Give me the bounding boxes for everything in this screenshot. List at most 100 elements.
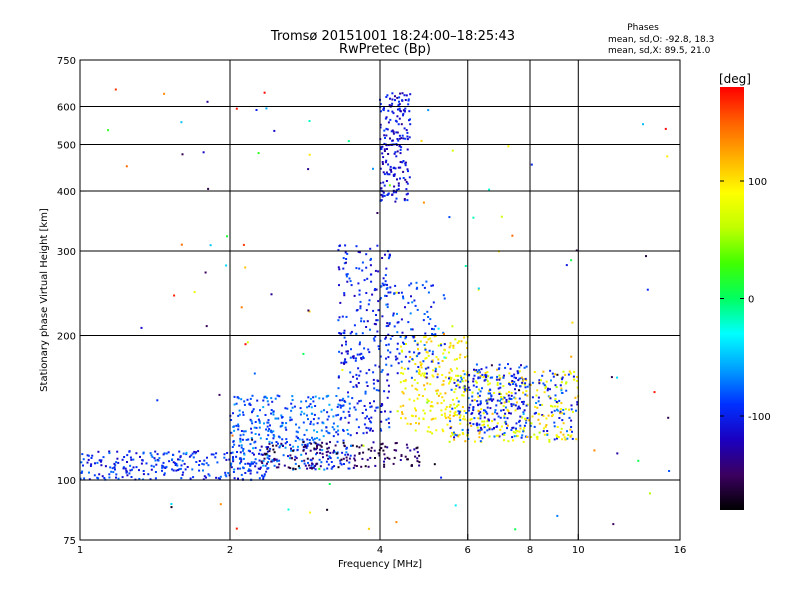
data-point (453, 358, 456, 361)
data-point (521, 401, 524, 403)
data-point (370, 449, 373, 452)
data-point (272, 413, 275, 416)
data-point (376, 244, 379, 247)
data-point (459, 374, 462, 377)
data-point (278, 446, 281, 449)
data-point (250, 431, 253, 434)
data-point (398, 137, 401, 140)
data-point (450, 376, 453, 379)
data-point (408, 350, 411, 353)
data-point (477, 287, 480, 290)
data-point (444, 408, 447, 411)
data-point (430, 360, 433, 363)
data-point (543, 384, 546, 387)
data-point (386, 128, 389, 131)
data-point (387, 291, 390, 294)
data-point (365, 266, 368, 269)
data-point (388, 255, 391, 258)
data-point (377, 389, 380, 392)
data-point (338, 332, 341, 334)
data-point (319, 448, 322, 451)
data-point (453, 436, 456, 439)
data-point (383, 134, 386, 137)
data-point (238, 413, 241, 416)
data-point (332, 451, 335, 454)
data-point (522, 378, 524, 381)
data-point (341, 405, 344, 407)
data-point (343, 445, 346, 448)
data-point (457, 435, 460, 438)
data-point (308, 464, 311, 467)
data-point (539, 404, 542, 406)
data-point (254, 446, 257, 449)
data-point (237, 414, 240, 417)
data-point (467, 397, 470, 400)
data-point (235, 527, 238, 530)
data-point (428, 322, 431, 325)
data-point (514, 392, 517, 395)
data-point (524, 382, 527, 385)
data-point (386, 306, 389, 309)
data-point (112, 471, 115, 474)
data-point (392, 112, 395, 115)
data-point (330, 461, 333, 463)
data-point (498, 378, 501, 381)
data-point (569, 428, 572, 431)
data-point (451, 407, 454, 410)
data-point (475, 385, 478, 388)
data-point (416, 382, 419, 385)
data-point (522, 440, 525, 443)
data-point (399, 459, 402, 461)
data-point (366, 415, 368, 418)
data-point (653, 391, 656, 394)
data-point (275, 466, 278, 469)
data-point (404, 355, 407, 358)
data-point (478, 432, 481, 435)
data-point (514, 383, 517, 386)
data-point (281, 424, 284, 427)
data-point (385, 418, 388, 421)
data-point (327, 446, 330, 449)
data-point (637, 459, 640, 462)
data-point (343, 360, 346, 363)
data-point (488, 435, 491, 438)
x-tick-label: 10 (572, 545, 585, 556)
data-point (111, 467, 114, 470)
data-point (393, 292, 396, 295)
data-point (430, 305, 433, 308)
data-point (327, 457, 330, 460)
data-point (366, 458, 369, 461)
data-point (276, 417, 279, 420)
data-point (392, 174, 395, 176)
data-point (426, 382, 429, 385)
data-point (280, 442, 283, 445)
data-point (82, 464, 84, 467)
data-point (347, 395, 350, 398)
data-point (525, 404, 528, 407)
data-point (338, 284, 340, 287)
data-point (201, 462, 204, 465)
data-point (486, 429, 489, 432)
data-point (441, 374, 444, 376)
data-point (335, 414, 338, 417)
data-point (305, 429, 308, 432)
data-point (388, 457, 391, 460)
data-point (360, 357, 363, 359)
data-point (235, 107, 238, 110)
data-point (386, 379, 389, 382)
data-point (431, 327, 433, 330)
data-point (248, 462, 251, 465)
data-point (566, 437, 569, 440)
data-point (556, 409, 559, 412)
data-point (103, 477, 106, 479)
data-point (398, 145, 401, 148)
data-point (409, 449, 412, 452)
data-point (243, 400, 246, 403)
data-point (108, 452, 111, 455)
data-point (265, 470, 268, 473)
data-point (232, 456, 234, 459)
data-point (380, 447, 383, 450)
data-point (379, 103, 382, 105)
data-point (225, 475, 228, 478)
data-point (455, 374, 457, 377)
